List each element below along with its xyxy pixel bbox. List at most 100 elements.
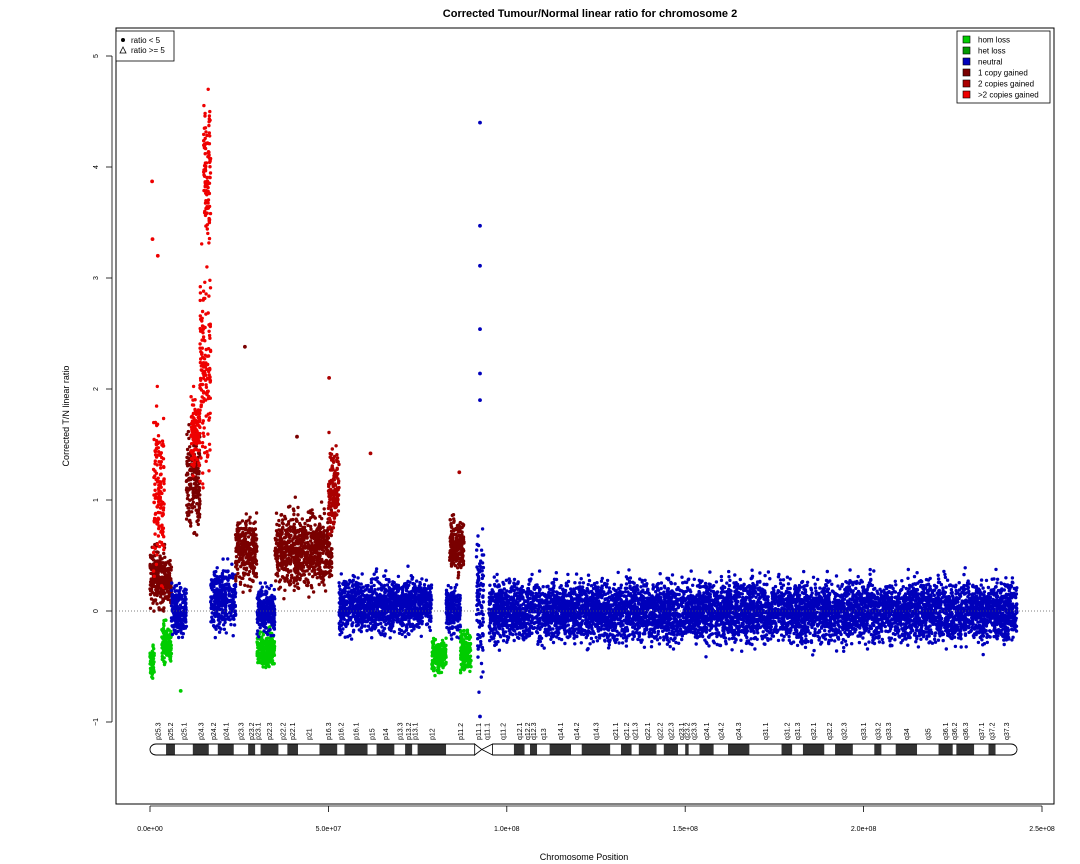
data-point: [293, 542, 297, 546]
data-point: [240, 563, 244, 567]
data-point: [325, 536, 329, 540]
data-point: [180, 625, 185, 629]
data-point: [404, 593, 408, 597]
data-point: [183, 596, 187, 601]
data-point: [259, 613, 264, 617]
data-point: [208, 109, 212, 114]
data-point: [201, 361, 205, 365]
data-point: [189, 395, 193, 399]
data-point: [264, 640, 268, 644]
data-point: [342, 595, 347, 599]
data-point: [208, 367, 212, 372]
data-point: [260, 600, 264, 604]
data-point: [360, 606, 364, 610]
data-point: [151, 580, 156, 585]
data-point: [198, 431, 202, 436]
data-point: [198, 360, 203, 365]
data-point: [238, 549, 242, 553]
data-point: [301, 550, 306, 554]
data-point: [195, 442, 199, 446]
data-point: [217, 622, 221, 626]
data-point: [204, 459, 208, 463]
data-point: [165, 644, 170, 648]
data-point: [206, 87, 210, 92]
data-point: [180, 635, 185, 639]
data-point: [307, 572, 311, 576]
data-point: [148, 606, 153, 610]
data-point: [265, 585, 269, 589]
data-point: [154, 590, 158, 594]
data-point: [250, 542, 255, 546]
data-point: [180, 593, 184, 598]
data-point: [165, 636, 170, 640]
data-point: [422, 604, 426, 608]
data-point: [277, 587, 281, 591]
data-point: [307, 566, 311, 571]
data-point: [201, 421, 205, 425]
data-point: [329, 520, 333, 524]
data-point: [243, 527, 247, 532]
data-point: [180, 605, 184, 610]
data-point: [167, 574, 171, 579]
data-point: [243, 543, 248, 548]
data-point: [167, 628, 171, 632]
data-point: [277, 568, 281, 572]
data-point: [355, 612, 359, 617]
data-point: [408, 580, 412, 584]
data-point: [383, 632, 387, 636]
data-point: [189, 442, 194, 446]
data-point: [151, 601, 155, 605]
data-point: [420, 622, 424, 626]
data-point: [209, 605, 213, 610]
data-point: [197, 472, 201, 476]
data-point: [159, 472, 163, 476]
data-point: [149, 669, 153, 673]
data-point: [256, 613, 261, 617]
data-point: [193, 407, 197, 412]
data-point: [205, 227, 209, 231]
data-point: [313, 545, 318, 549]
data-point: [186, 452, 191, 456]
data-point: [387, 600, 391, 604]
data-point: [256, 596, 260, 600]
data-point: [208, 348, 213, 352]
data-point: [404, 586, 409, 591]
data-point: [197, 461, 201, 465]
data-point: [351, 583, 355, 588]
data-point: [337, 581, 341, 585]
data-point: [161, 599, 165, 603]
data-point: [202, 132, 206, 137]
data-point: [388, 625, 393, 630]
data-point: [394, 586, 398, 590]
data-point: [181, 632, 185, 636]
data-point: [283, 536, 287, 540]
data-point: [156, 559, 160, 563]
data-point: [157, 450, 161, 454]
data-point: [330, 468, 334, 472]
data-point: [348, 600, 353, 604]
data-point: [324, 539, 328, 543]
data-point: [203, 201, 208, 205]
data-point: [200, 352, 204, 356]
data-point: [162, 645, 166, 650]
data-point: [352, 599, 356, 604]
data-point: [368, 609, 373, 614]
data-point: [388, 622, 393, 626]
data-point: [178, 588, 182, 593]
data-point: [207, 416, 212, 420]
data-point: [278, 539, 283, 544]
data-point: [417, 612, 421, 616]
data-point: [368, 627, 372, 631]
data-point: [195, 457, 199, 462]
data-point: [301, 525, 305, 530]
data-point: [188, 487, 192, 491]
data-point: [162, 488, 166, 492]
data-point: [305, 536, 309, 540]
data-point: [192, 482, 197, 486]
data-point: [300, 534, 304, 538]
data-point: [157, 440, 162, 444]
data-point: [200, 368, 204, 372]
data-point: [289, 518, 293, 522]
data-point: [306, 523, 310, 528]
data-point: [362, 614, 367, 618]
